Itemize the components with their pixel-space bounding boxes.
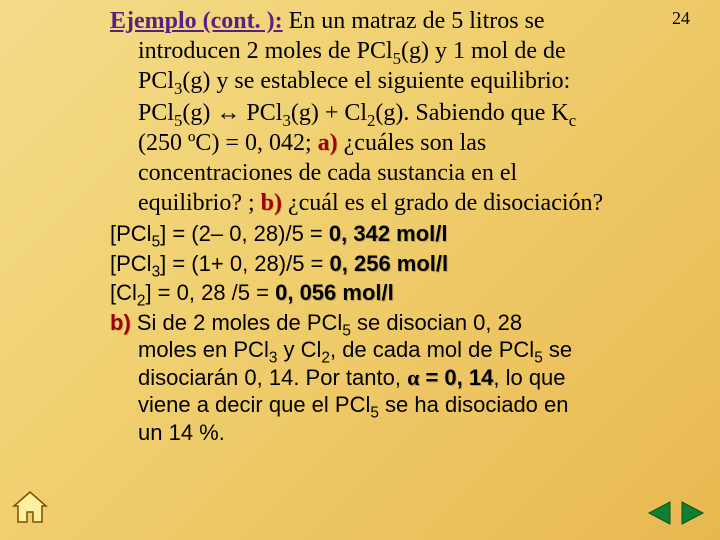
sub-3: 3: [282, 111, 290, 130]
prev-button[interactable]: [644, 499, 674, 532]
question-a-2: concentraciones de cada sustancia en el: [138, 160, 517, 186]
conc3-pre: [Cl: [110, 280, 137, 305]
example-title: Ejemplo (cont. ):: [110, 8, 283, 34]
b2-text-4b: se ha disociado en: [379, 392, 569, 417]
b2-text-4: viene a decir que el PCl: [138, 392, 370, 417]
b2-text-1: Si de 2 moles de PCl: [131, 310, 343, 335]
reaction-line: PCl5(g) ↔ PCl3(g) + Cl2(g). Sabiendo que…: [110, 98, 700, 218]
b2-text-5: un 14 %.: [138, 420, 225, 445]
intro-text-1: En un matraz de 5 litros se: [283, 8, 545, 34]
triangle-left-icon: [644, 499, 674, 527]
intro-text-2: introducen 2 moles de PCl: [138, 38, 393, 64]
b2-text-3b: , lo que: [493, 365, 565, 390]
question-a: ¿cuáles son las: [338, 130, 487, 156]
sub-5: 5: [393, 49, 401, 68]
concentration-2: [PCl3] = (1+ 0, 28)/5 = 0, 256 mol/l: [110, 250, 700, 278]
page-number: 24: [672, 8, 690, 29]
conc3-post: ] = 0, 28 /5 =: [145, 280, 275, 305]
part-a-label: a): [318, 130, 338, 156]
home-icon: [10, 490, 50, 526]
part-b-answer: b) Si de 2 moles de PCl 5 se disocian 0, …: [110, 309, 700, 447]
kc-line: (250 ºC) = 0, 042;: [138, 130, 318, 156]
concentration-3: [Cl2] = 0, 28 /5 = 0, 056 mol/l: [110, 279, 700, 307]
b2-text-1b: se disocian 0, 28: [351, 310, 522, 335]
alpha-equals: α = 0, 14: [407, 365, 493, 390]
sub-c: c: [569, 111, 576, 130]
product-1b: (g) + Cl: [291, 100, 367, 126]
intro-paragraph: Ejemplo (cont. ): En un matraz de 5 litr…: [110, 6, 700, 96]
part-b-label: b): [261, 190, 282, 216]
b2-text-2c: , de cada mol de PCl: [330, 337, 534, 362]
conc2-value: 0, 256 mol/l: [330, 251, 449, 276]
triangle-right-icon: [678, 499, 708, 527]
conc1-value: 0, 342 mol/l: [329, 221, 448, 246]
concentration-1: [PCl5] = (2– 0, 28)/5 = 0, 342 mol/l: [110, 220, 700, 248]
sub-5: 5: [370, 404, 379, 421]
question-b: ¿cuál es el grado de disociación?: [282, 190, 603, 216]
intro-text-3: PCl: [138, 68, 174, 94]
b2-text-2d: se: [543, 337, 572, 362]
part-b2-label: b): [110, 310, 131, 335]
slide-content: Ejemplo (cont. ): En un matraz de 5 litr…: [0, 0, 720, 454]
reactant-1b: (g): [182, 100, 216, 126]
intro-text-3b: (g) y se establece el siguiente equilibr…: [182, 68, 570, 94]
reactant-1: PCl: [138, 100, 174, 126]
sub-5: 5: [152, 233, 161, 250]
product-1: PCl: [240, 100, 282, 126]
question-a-3: equilibrio? ;: [138, 190, 261, 216]
conc1-pre: [PCl: [110, 221, 152, 246]
sub-3: 3: [152, 263, 161, 280]
intro-text-2b: (g) y 1 mol de de: [401, 38, 566, 64]
home-button[interactable]: [10, 490, 50, 531]
conc2-post: ] = (1+ 0, 28)/5 =: [160, 251, 329, 276]
conc2-pre: [PCl: [110, 251, 152, 276]
b2-text-3: disociarán 0, 14. Por tanto,: [138, 365, 407, 390]
b2-text-2b: y Cl: [277, 337, 321, 362]
equilibrium-arrow-icon: ↔: [216, 99, 240, 126]
product-1c: (g). Sabiendo que K: [375, 100, 568, 126]
b2-text-2: moles en PCl: [138, 337, 269, 362]
conc1-post: ] = (2– 0, 28)/5 =: [160, 221, 329, 246]
conc3-value: 0, 056 mol/l: [275, 280, 394, 305]
next-button[interactable]: [678, 499, 708, 532]
